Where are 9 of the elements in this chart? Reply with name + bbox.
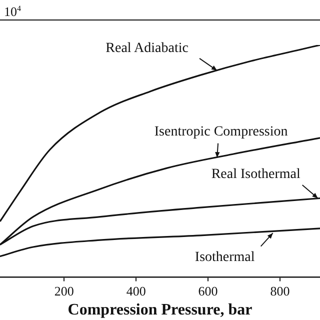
annotation: Isothermal	[194, 250, 255, 265]
x-tick-label: 600	[198, 283, 218, 298]
annotation: Real Isothermal	[211, 166, 300, 182]
x-tick-label: 800	[270, 283, 290, 298]
x-tick-label: 200	[54, 283, 74, 298]
annotation: Real Adiabatic	[106, 41, 188, 56]
annotation: Isentropic Compression	[154, 124, 288, 140]
x-tick-label: 400	[126, 283, 146, 298]
x-axis-title: Compression Pressure, bar	[68, 302, 252, 319]
